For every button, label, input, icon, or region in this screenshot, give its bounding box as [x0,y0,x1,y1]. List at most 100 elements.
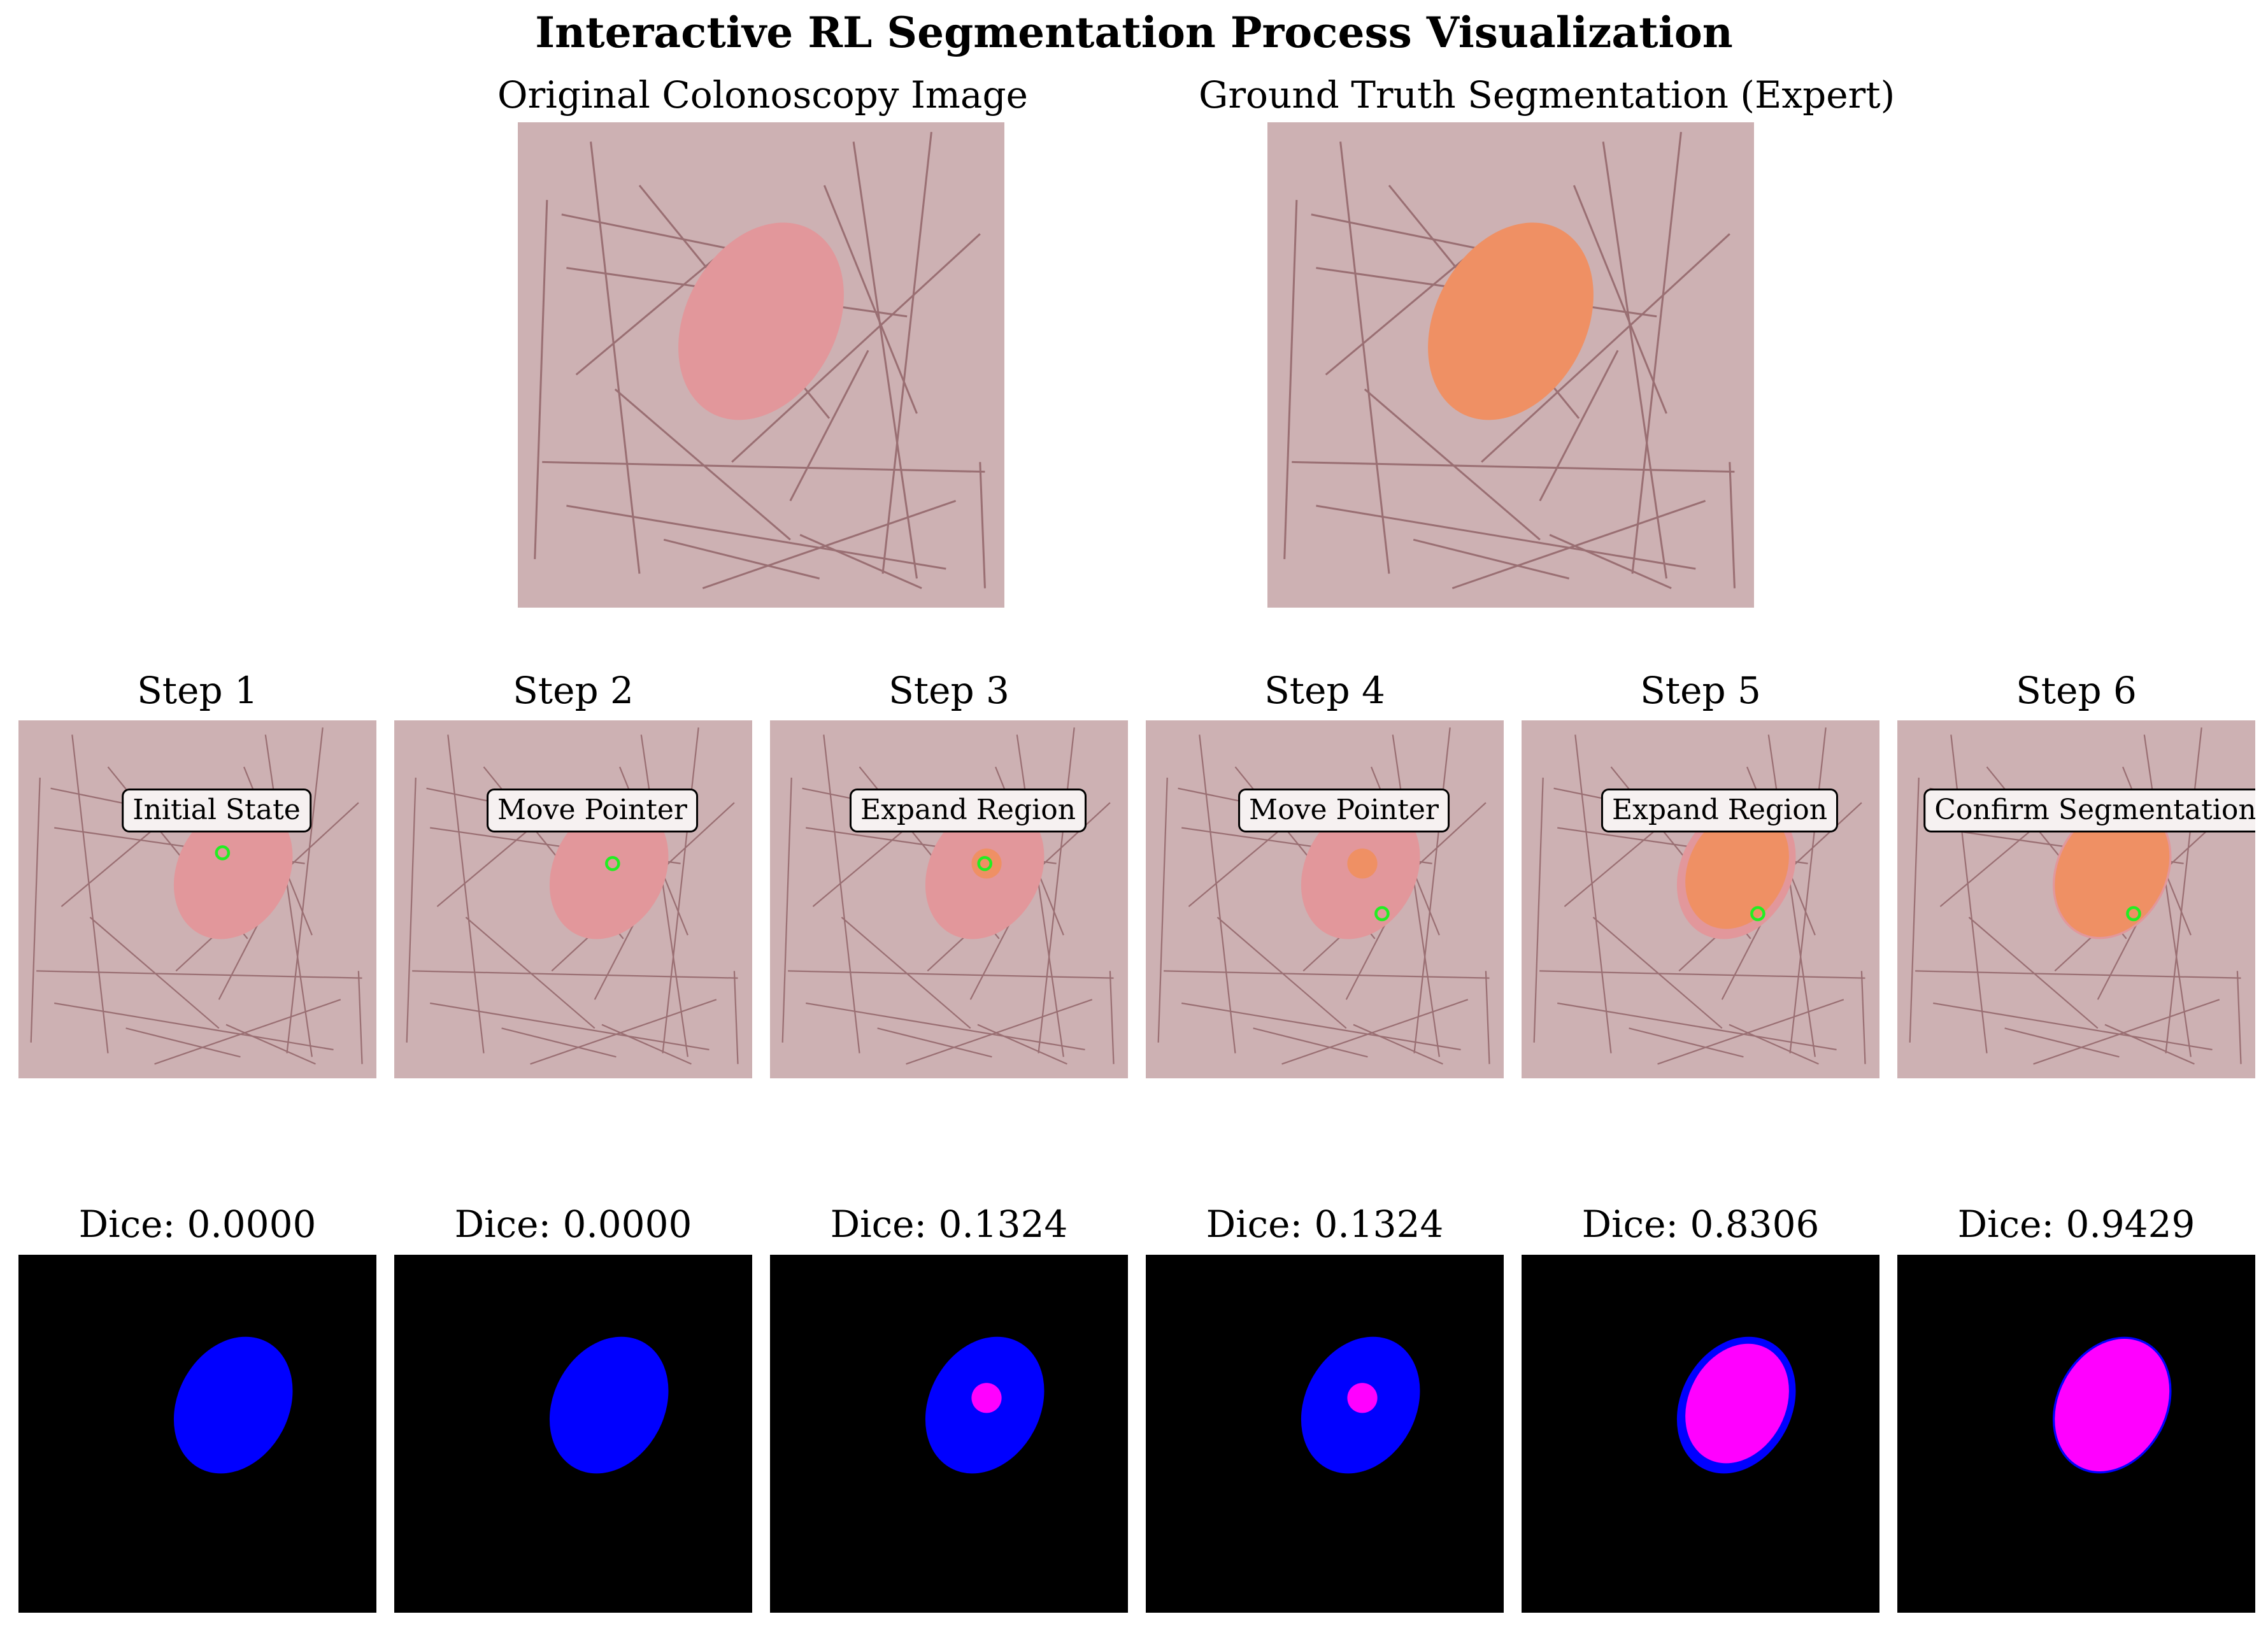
vessel-line [225,1024,316,1065]
step-title: Step 2 [513,669,634,712]
prediction-mask [971,1383,1002,1413]
step-title: Step 5 [1640,669,1761,712]
vessel-line [1292,461,1735,473]
vessel-line [1950,734,1988,1053]
figure-title: Interactive RL Segmentation Process Visu… [535,8,1733,57]
segmentation-mask [770,1255,1128,1613]
vessel-line [1629,1027,1744,1058]
vessel-line [823,185,918,414]
vessel-line [1281,999,1469,1065]
action-label: Confirm Segmentation [1923,789,2255,832]
vessel-line [566,504,946,570]
vessel-line [286,727,324,1053]
pointer-marker [1750,906,1765,922]
step-image: Move Pointer [1146,720,1504,1078]
vessel-line [2236,971,2242,1064]
vessel-line [1392,734,1440,1057]
vessel-line [1657,999,1844,1065]
vessel-line [1729,462,1736,589]
pointer-marker [977,855,993,871]
vessel-line [788,970,1114,979]
vessel-line [575,247,728,376]
original-image-title: Original Colonoscopy Image [497,73,1028,117]
vessel-line [1109,971,1115,1064]
original-colonoscopy-image [518,122,1004,608]
vessel-line [1968,917,2099,1029]
ground-truth-mask [173,1336,293,1474]
step-image-canvas [1146,720,1504,1078]
action-label: Initial State [122,789,311,832]
step-image: Expand Region [1522,720,1879,1078]
vessel-line [1451,499,1706,589]
segmentation-mask [18,1255,376,1613]
vessel-line [430,1002,710,1051]
vessel-line [2004,1027,2120,1058]
vessel-line [1216,917,1347,1029]
pointer-marker [605,855,620,871]
pointer-marker [2126,906,2141,922]
vessel-line [1253,1027,1368,1058]
ground-truth-title: Ground Truth Segmentation (Expert) [1199,73,1895,117]
vessel-line [590,141,641,574]
vessel-line [979,462,986,589]
step-image-canvas [770,720,1128,1078]
vessel-line [1549,534,1672,589]
vessel-line [1038,727,1075,1053]
step-image: Confirm Segmentation [1897,720,2255,1078]
vessel-line [852,141,918,579]
vessel-line [781,777,792,1043]
vessel-line [1325,247,1478,376]
vessel-line [1557,1002,1837,1051]
polyp-region [549,802,669,939]
vessel-line [54,1002,334,1051]
vessel-line [1164,970,1490,979]
predicted-region [2055,804,2170,938]
vessel-line [1353,1024,1443,1065]
step-image-canvas [394,720,752,1078]
vessel-line [806,1002,1085,1051]
prediction-mask [1685,1343,1789,1464]
vessel-line [2165,727,2202,1053]
dice-score-title: Dice: 0.9429 [1957,1203,2195,1246]
vessel-line [1539,970,1865,979]
vessel-line [1016,734,1064,1057]
vessel-line [1767,734,1816,1057]
vessel-line [406,777,417,1043]
step-title: Step 3 [888,669,1009,712]
vessel-line [1181,1002,1461,1051]
vessel-line [881,132,932,574]
vessel-line [1729,1024,1819,1065]
predicted-region [1347,848,1378,879]
vessel-line [1533,777,1544,1043]
original-image-canvas [518,122,1004,608]
vessel-line [1573,185,1667,414]
vessel-line [89,917,220,1029]
vessel-line [1364,388,1541,541]
prediction-mask [1347,1383,1378,1413]
vessel-line [2143,734,2192,1057]
vessel-line [1413,538,1570,580]
vessel-line [36,970,362,979]
step-image-canvas [1522,720,1879,1078]
vessel-line [357,971,363,1064]
mask-canvas [1897,1255,2255,1613]
dice-score-title: Dice: 0.8306 [1581,1203,1820,1246]
prediction-mask [2055,1339,2170,1472]
vessel-line [1631,132,1682,574]
vessel-line [1413,727,1451,1053]
vessel-line [2104,1024,2195,1065]
polyp-region [173,802,293,939]
vessel-line [1602,141,1667,579]
predicted-region [971,848,1002,879]
ground-truth-mask [549,1336,669,1474]
action-label: Expand Region [849,789,1087,832]
step-image-canvas [18,720,376,1078]
step-title: Step 6 [2016,669,2137,712]
vessel-line [841,917,971,1029]
step-image: Expand Region [770,720,1128,1078]
step-title: Step 1 [137,669,258,712]
step-title: Step 4 [1264,669,1385,712]
vessel-line [601,1024,692,1065]
mask-canvas [1146,1255,1504,1613]
dice-score-title: Dice: 0.0000 [78,1203,317,1246]
